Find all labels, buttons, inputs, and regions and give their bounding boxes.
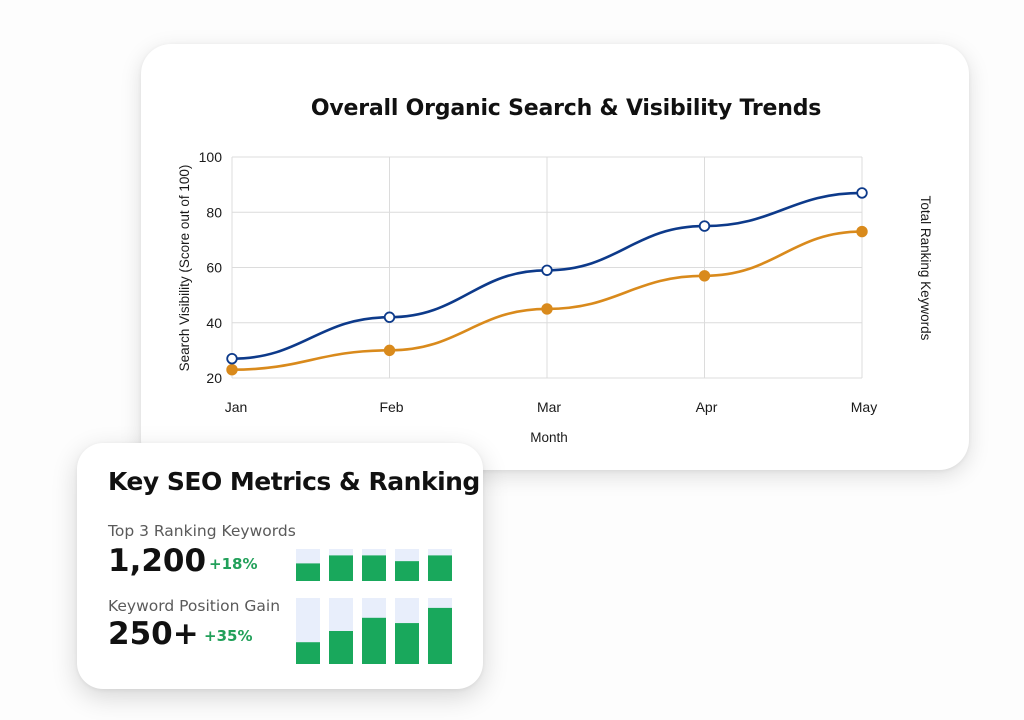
series-2-point	[383, 344, 396, 357]
metric-label-top3-keywords: Top 3 Ranking Keywords	[108, 522, 296, 540]
series-1-point	[698, 220, 711, 232]
mini-bar-fill	[362, 617, 386, 664]
series-1-point	[541, 264, 553, 276]
metric-value-top3-keywords: 1,200	[108, 543, 207, 579]
x-tick-label: Feb	[379, 399, 403, 415]
series-2-point	[856, 225, 868, 238]
y2-axis-title: Total Ranking Keywords	[918, 196, 933, 341]
x-tick-label: Apr	[696, 399, 718, 415]
metrics-title: Key SEO Metrics & Ranking	[108, 467, 480, 496]
y-tick-label: 40	[206, 315, 222, 331]
y-tick-label: 80	[206, 204, 222, 220]
y-tick-label: 100	[199, 149, 223, 165]
mini-bar-fill	[329, 631, 353, 664]
series-1-point	[856, 187, 868, 199]
mini-bar-fill	[395, 561, 419, 581]
x-tick-label: May	[851, 399, 877, 415]
seo-metrics-card: Key SEO Metrics & Ranking Top 3 Ranking …	[77, 443, 483, 689]
metric-mini-bar-charts	[296, 549, 452, 664]
metric-change-top3-keywords: +18%	[209, 555, 258, 573]
metric-change-position-gain: +35%	[204, 627, 253, 645]
mini-bar-fill	[395, 623, 419, 664]
y-axis-title: Search Visibility (Score out of 100)	[177, 165, 192, 372]
series-2-point	[698, 270, 711, 282]
x-axis-title: Month	[530, 430, 568, 445]
mini-bar-fill	[296, 563, 320, 581]
mini-bar-fill	[428, 607, 452, 664]
metric-value-position-gain: 250+	[108, 616, 199, 652]
y-tick-label: 20	[206, 370, 222, 386]
x-tick-label: Mar	[537, 399, 561, 415]
trend-chart-card: Overall Organic Search & Visibility Tren…	[141, 44, 969, 470]
series-1-point	[383, 311, 396, 323]
mini-bar-fill	[296, 642, 320, 664]
mini-bar-fill	[329, 555, 353, 581]
y-tick-label: 60	[206, 260, 222, 276]
metric-label-position-gain: Keyword Position Gain	[108, 597, 281, 615]
mini-bar-fill	[428, 555, 452, 581]
chart-title: Overall Organic Search & Visibility Tren…	[310, 96, 822, 121]
series-2-point	[541, 303, 553, 315]
x-tick-label: Jan	[225, 399, 248, 415]
series-2-point	[226, 364, 238, 376]
mini-bar-fill	[362, 555, 386, 581]
series-1-point	[226, 352, 238, 365]
